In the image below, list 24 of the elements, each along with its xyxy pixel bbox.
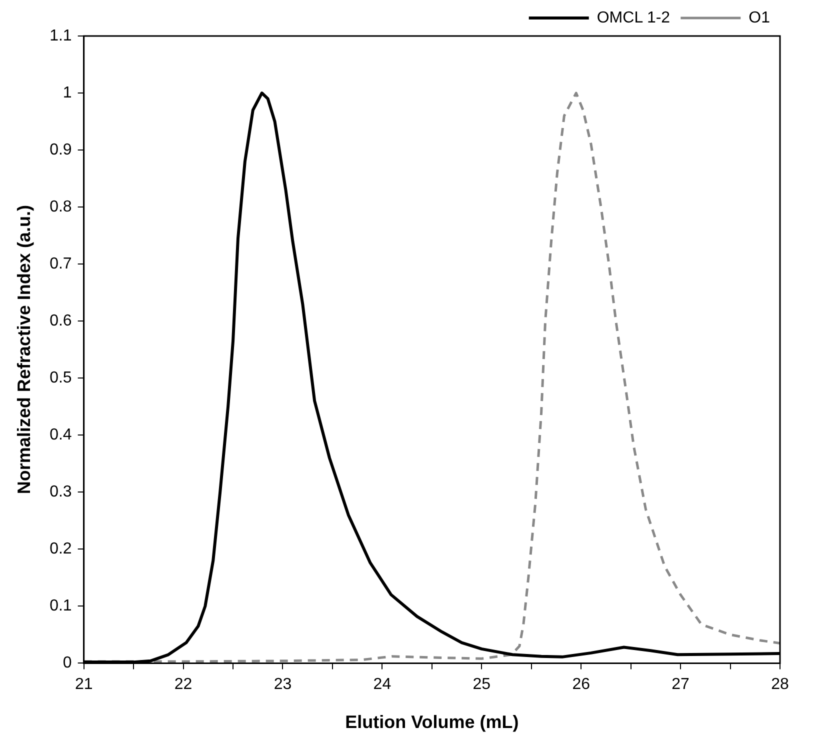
y-tick-label: 0.9 — [50, 141, 72, 158]
x-tick-label: 25 — [472, 676, 491, 694]
x-tick-label: 28 — [771, 676, 789, 694]
x-tick-label: 22 — [174, 676, 192, 694]
y-tick-label: 0.8 — [50, 198, 72, 216]
y-tick-label: 0.1 — [50, 598, 72, 615]
y-tick-label: 0.6 — [50, 312, 72, 330]
y-tick-label: 0.5 — [50, 370, 72, 387]
legend-label: OMCL 1-2 — [596, 9, 670, 26]
y-tick-label: 0 — [62, 654, 72, 672]
x-axis-title: Elution Volume (mL) — [345, 712, 519, 732]
y-tick-label: 0.4 — [50, 426, 72, 444]
y-tick-label: 0.7 — [50, 255, 72, 272]
y-tick-label: 0.3 — [50, 484, 72, 501]
y-tick-label: 1.1 — [50, 27, 72, 44]
y-tick-label: 0.2 — [50, 540, 72, 558]
x-tick-label: 24 — [373, 676, 392, 694]
y-tick-label: 1 — [62, 84, 72, 102]
y-axis-title: Normalized Refractive Index (a.u.) — [14, 205, 34, 494]
x-tick-label: 26 — [572, 676, 590, 694]
x-tick-label: 21 — [74, 676, 93, 694]
x-tick-label: 23 — [274, 676, 292, 694]
x-tick-label: 27 — [672, 676, 690, 694]
legend-label: O1 — [748, 9, 770, 26]
